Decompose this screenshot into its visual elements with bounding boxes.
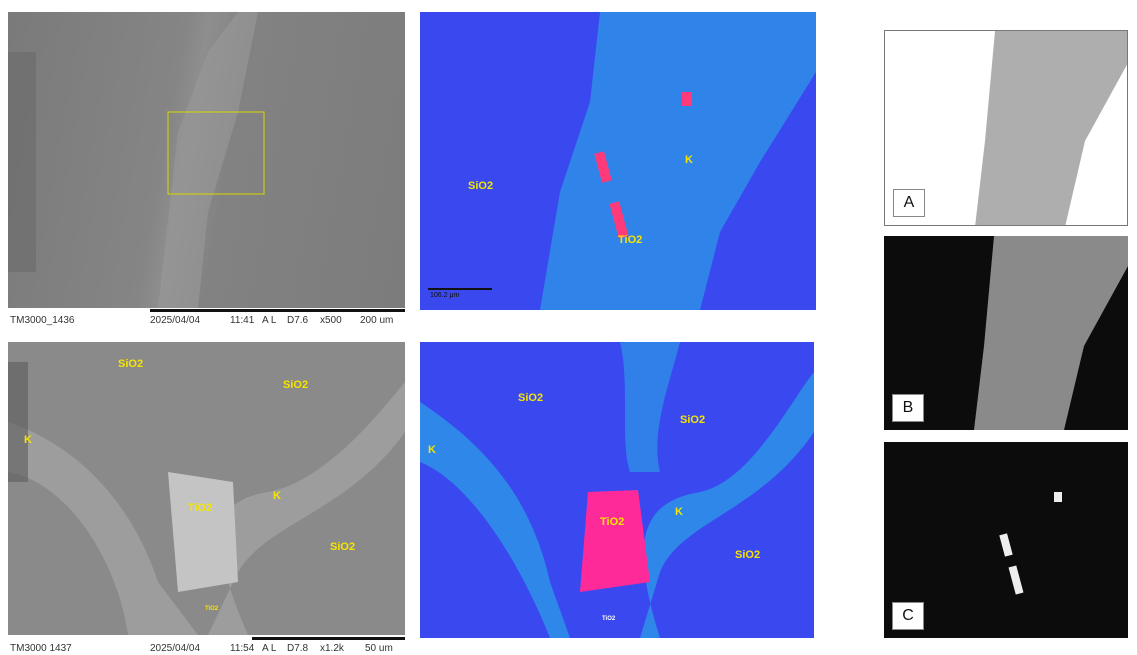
footer-text: D7.8 <box>287 643 308 654</box>
element-map-b: B <box>884 236 1128 430</box>
phase-label: K <box>24 434 32 446</box>
element-map-bottom: SiO2 SiO2 K TiO2 K SiO2 TiO2 <box>420 342 814 638</box>
footer-text: A L <box>262 315 276 326</box>
footer-text: 2025/04/04 <box>150 643 200 654</box>
scale-bar <box>252 637 405 640</box>
phase-label: SiO2 <box>283 379 308 391</box>
panel-label: C <box>892 602 924 630</box>
phase-label: TiO2 <box>188 502 212 514</box>
sem-image-top <box>8 12 405 308</box>
phase-label: TiO2 <box>618 234 642 246</box>
phase-label: TiO2 <box>602 616 615 622</box>
phase-label: K <box>685 154 693 166</box>
phase-label: TiO2 <box>205 606 218 612</box>
map-decor <box>420 12 816 310</box>
phase-label: TiO2 <box>600 516 624 528</box>
sem-decor <box>8 12 405 308</box>
scale-label: 106.2 μm <box>430 292 459 299</box>
scale-bar <box>150 309 405 312</box>
phase-label: SiO2 <box>118 358 143 370</box>
sem-image-bottom: SiO2 SiO2 K TiO2 K SiO2 TiO2 <box>8 342 405 635</box>
element-map-c: C <box>884 442 1128 638</box>
footer-text: x500 <box>320 315 342 326</box>
footer-text: 200 um <box>360 315 393 326</box>
map-decor <box>420 342 814 638</box>
footer-text: TM3000 1437 <box>10 643 72 654</box>
panel-label: A <box>893 189 925 217</box>
panel-label: B <box>892 394 924 422</box>
footer-text: TM3000_1436 <box>10 315 75 326</box>
footer-text: 2025/04/04 <box>150 315 200 326</box>
footer-text: 11:41 <box>230 315 254 326</box>
phase-label: SiO2 <box>468 180 493 192</box>
phase-label: K <box>428 444 436 456</box>
phase-label: SiO2 <box>518 392 543 404</box>
phase-label: SiO2 <box>680 414 705 426</box>
figure: TM3000_1436 2025/04/04 11:41 A L D7.6 x5… <box>0 0 1137 655</box>
phase-label: K <box>273 490 281 502</box>
footer-text: x1.2k <box>320 643 344 654</box>
footer-text: 11:54 <box>230 643 254 654</box>
phase-label: K <box>675 506 683 518</box>
footer-text: 50 um <box>365 643 393 654</box>
phase-label: SiO2 <box>735 549 760 561</box>
phase-label: SiO2 <box>330 541 355 553</box>
element-map-top: SiO2 K TiO2 106.2 μm <box>420 12 816 310</box>
sem-decor <box>8 342 405 635</box>
footer-text: A L <box>262 643 276 654</box>
element-map-a: A <box>884 30 1128 226</box>
footer-text: D7.6 <box>287 315 308 326</box>
